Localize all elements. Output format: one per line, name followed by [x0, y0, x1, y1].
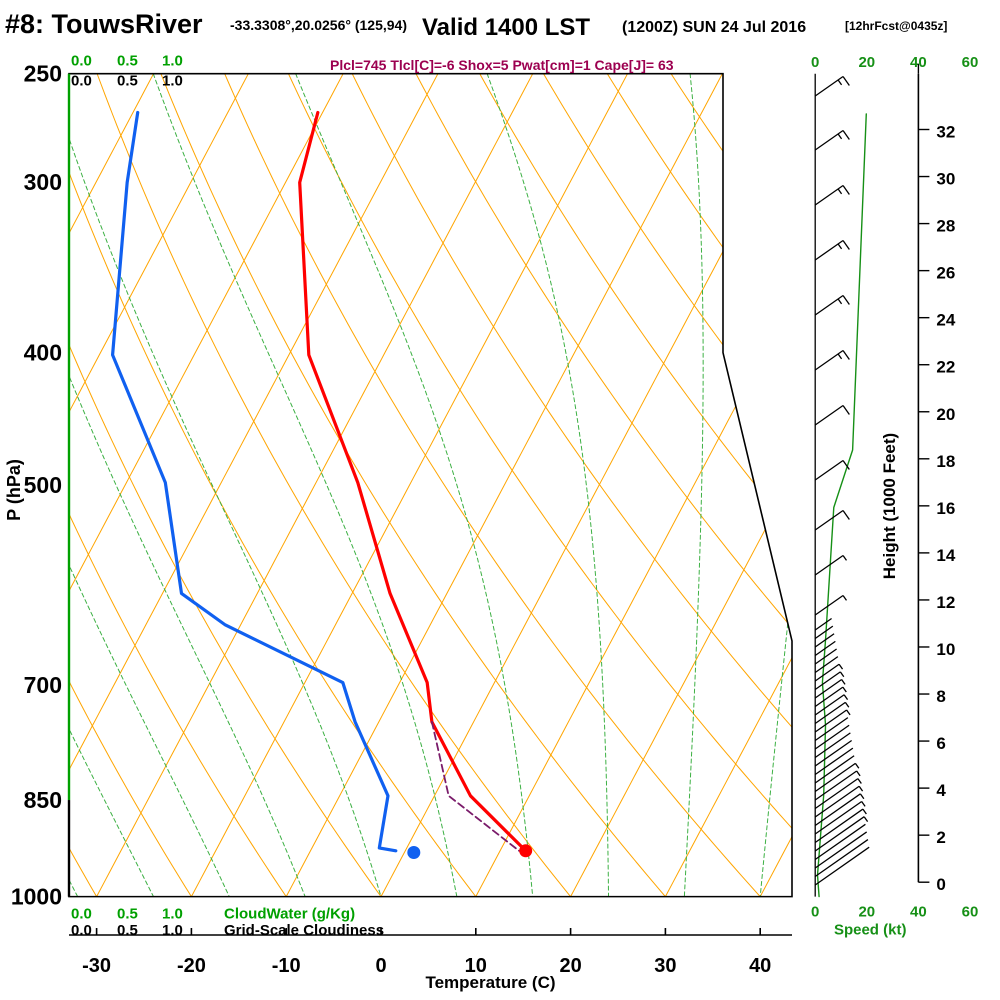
svg-text:1.0: 1.0 — [162, 53, 183, 70]
svg-text:0.5: 0.5 — [117, 73, 138, 90]
svg-text:300: 300 — [24, 169, 62, 195]
svg-text:12: 12 — [936, 593, 955, 612]
svg-text:26: 26 — [936, 264, 955, 283]
svg-text:24: 24 — [936, 311, 955, 330]
svg-text:22: 22 — [936, 358, 955, 377]
svg-text:20: 20 — [936, 405, 955, 424]
svg-text:0.0: 0.0 — [71, 73, 92, 90]
svg-text:Temperature (C): Temperature (C) — [425, 973, 555, 992]
svg-text:1.0: 1.0 — [162, 906, 183, 923]
svg-text:0.0: 0.0 — [71, 906, 92, 923]
svg-text:-30: -30 — [82, 955, 111, 977]
svg-text:14: 14 — [936, 546, 955, 565]
svg-text:CloudWater (g/Kg): CloudWater (g/Kg) — [224, 906, 355, 923]
svg-text:Height (1000 Feet): Height (1000 Feet) — [880, 433, 899, 579]
svg-text:20: 20 — [559, 955, 581, 977]
svg-text:8: 8 — [936, 687, 945, 706]
svg-text:60: 60 — [962, 54, 979, 71]
svg-text:10: 10 — [936, 640, 955, 659]
svg-text:6: 6 — [936, 734, 945, 753]
svg-text:30: 30 — [936, 170, 955, 189]
svg-text:#8: TouwsRiver: #8: TouwsRiver — [5, 9, 203, 39]
svg-text:P (hPa): P (hPa) — [4, 459, 24, 521]
svg-text:30: 30 — [654, 955, 676, 977]
svg-text:20: 20 — [858, 904, 875, 921]
svg-text:250: 250 — [24, 61, 62, 87]
svg-text:60: 60 — [962, 904, 979, 921]
svg-text:1000: 1000 — [11, 884, 62, 910]
svg-text:0: 0 — [375, 955, 386, 977]
svg-text:[12hrFcst@0435z]: [12hrFcst@0435z] — [845, 19, 947, 33]
svg-text:400: 400 — [24, 340, 62, 366]
svg-text:32: 32 — [936, 123, 955, 142]
svg-text:Plcl=745 Tlcl[C]=-6 Shox=5 Pwa: Plcl=745 Tlcl[C]=-6 Shox=5 Pwat[cm]=1 Ca… — [330, 57, 674, 73]
svg-text:16: 16 — [936, 499, 955, 518]
svg-text:0.0: 0.0 — [71, 53, 92, 70]
svg-text:20: 20 — [858, 54, 875, 71]
svg-text:18: 18 — [936, 452, 955, 471]
svg-text:0: 0 — [811, 54, 819, 71]
svg-text:-20: -20 — [177, 955, 206, 977]
svg-text:700: 700 — [24, 672, 62, 698]
svg-text:-33.3308°,20.0256° (125,94): -33.3308°,20.0256° (125,94) — [230, 17, 407, 33]
svg-text:500: 500 — [24, 472, 62, 498]
svg-text:850: 850 — [24, 787, 62, 813]
svg-text:Grid-Scale Cloudiness: Grid-Scale Cloudiness — [224, 922, 384, 939]
svg-text:0.5: 0.5 — [117, 922, 138, 939]
svg-text:0: 0 — [811, 904, 819, 921]
svg-text:0.0: 0.0 — [71, 922, 92, 939]
svg-text:Speed (kt): Speed (kt) — [834, 922, 907, 939]
svg-text:(1200Z) SUN 24 Jul 2016: (1200Z) SUN 24 Jul 2016 — [622, 19, 806, 36]
svg-text:40: 40 — [910, 904, 927, 921]
svg-text:Valid 1400 LST: Valid 1400 LST — [422, 14, 590, 41]
svg-text:2: 2 — [936, 828, 945, 847]
svg-text:0: 0 — [936, 875, 945, 894]
svg-text:1.0: 1.0 — [162, 922, 183, 939]
svg-text:4: 4 — [936, 781, 946, 800]
svg-text:40: 40 — [749, 955, 771, 977]
svg-text:0.5: 0.5 — [117, 906, 138, 923]
svg-text:-10: -10 — [272, 955, 301, 977]
svg-text:28: 28 — [936, 217, 955, 236]
svg-text:1.0: 1.0 — [162, 73, 183, 90]
svg-text:0.5: 0.5 — [117, 53, 138, 70]
